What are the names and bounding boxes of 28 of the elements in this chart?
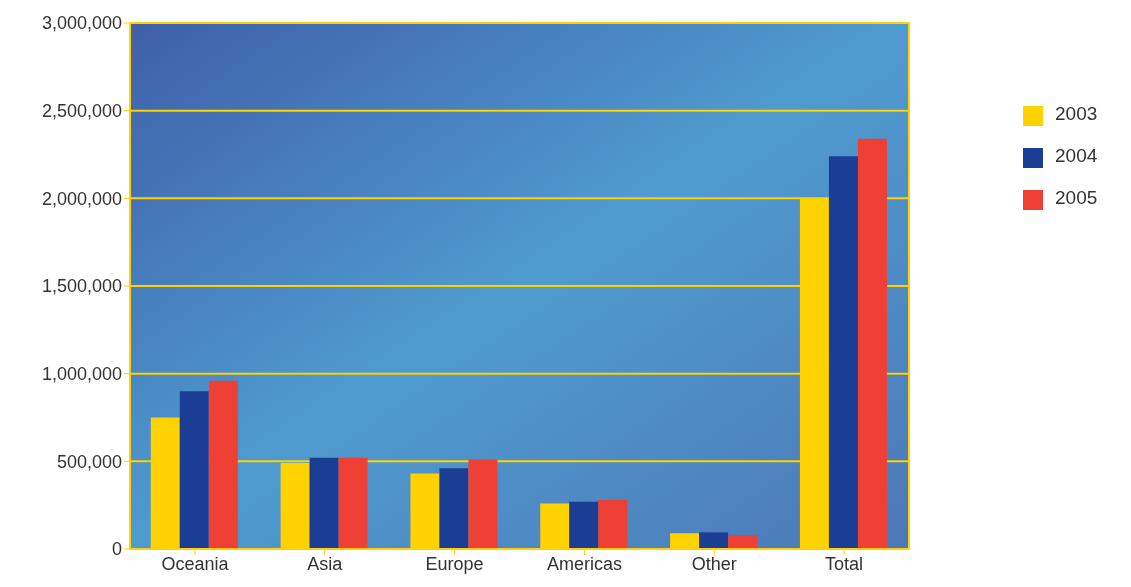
y-tick-label: 3,000,000 (41, 13, 122, 34)
y-tick-label: 2,000,000 (41, 188, 122, 209)
y-tick-label: 500,000 (56, 451, 122, 472)
legend-label: 2005 (1055, 187, 1098, 208)
bar (208, 380, 238, 549)
bar (857, 138, 887, 549)
bar (728, 534, 758, 549)
bar (468, 459, 498, 549)
bar (598, 499, 628, 549)
bar (309, 457, 339, 549)
y-tick-label: 1,500,000 (41, 276, 122, 297)
y-tick-label: 1,000,000 (41, 364, 122, 385)
legend-label: 2003 (1055, 103, 1098, 124)
x-tick-label: Asia (307, 553, 344, 574)
bar (828, 156, 858, 549)
bar (179, 391, 209, 549)
legend-label: 2004 (1055, 145, 1098, 166)
x-tick-label: Europe (425, 553, 484, 574)
bar (439, 468, 469, 549)
x-tick-label: Americas (546, 553, 622, 574)
x-tick-label: Oceania (161, 553, 230, 574)
bar (569, 501, 599, 549)
y-tick-label: 0 (111, 539, 122, 560)
y-tick-label: 2,500,000 (41, 101, 122, 122)
bar (338, 457, 368, 549)
x-tick-label: Total (825, 553, 864, 574)
bar (699, 532, 729, 549)
x-tick-label: Other (691, 553, 737, 574)
